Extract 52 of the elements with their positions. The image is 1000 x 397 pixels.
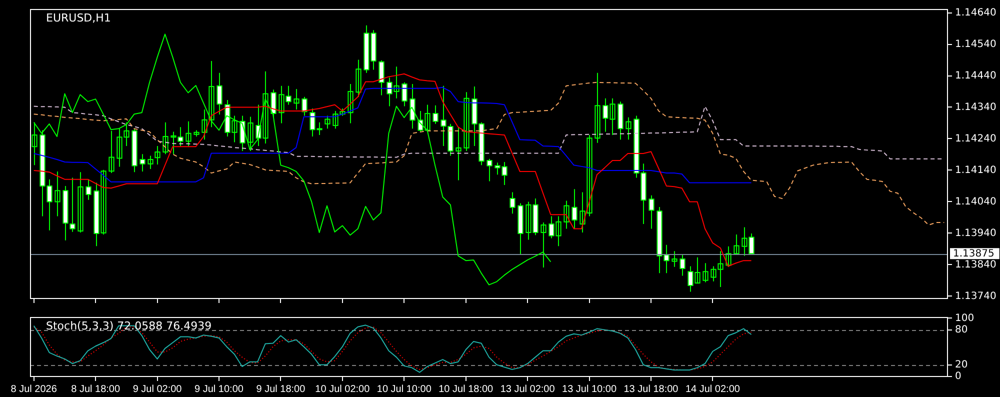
candlestick — [540, 222, 546, 268]
x-tick-label: 13 Jul 02:00 — [500, 384, 556, 395]
candlestick — [148, 155, 154, 170]
candlestick — [324, 115, 330, 130]
candlestick — [594, 72, 600, 144]
candlestick — [564, 200, 570, 230]
y-tick-label: 1.13840 — [955, 259, 996, 270]
x-tick-label: 10 Jul 18:00 — [438, 384, 494, 395]
chart-title: Stoch(5,3,3) 72.0588 76.4939 — [46, 319, 212, 332]
candlestick — [162, 122, 168, 155]
y-tick-label: 1.14240 — [955, 133, 996, 144]
candlestick — [456, 126, 462, 181]
x-tick-label: 13 Jul 18:00 — [624, 384, 679, 395]
candlestick — [626, 116, 632, 140]
x-tick-label: 9 Jul 02:00 — [132, 384, 182, 395]
y-tick-label: 1.14540 — [955, 38, 996, 50]
candlestick — [54, 170, 60, 217]
y-tick-label: 20 — [955, 359, 968, 370]
y-tick-label: 1.13940 — [955, 228, 996, 239]
y-tick-label: 80 — [955, 324, 968, 336]
candlestick — [464, 92, 470, 152]
y-tick-label: 1.14140 — [955, 164, 996, 176]
candlestick — [186, 120, 192, 146]
y-tick-label: 0 — [955, 371, 962, 382]
candlestick — [108, 130, 114, 174]
x-tick-label: 9 Jul 10:00 — [194, 384, 244, 395]
candlestick — [78, 172, 84, 234]
candlestick — [702, 262, 708, 283]
y-tick-label: 1.14640 — [955, 7, 996, 18]
y-tick-label: 1.13740 — [955, 290, 996, 302]
x-tick-label: 9 Jul 18:00 — [256, 384, 306, 395]
ref-line-label: 1.13875 — [953, 248, 994, 260]
y-tick-label: 1.14440 — [955, 70, 996, 82]
y-tick-label: 100 — [955, 312, 974, 324]
candlestick — [356, 59, 362, 98]
chart-title: EURUSD,H1 — [46, 11, 111, 24]
candlestick — [348, 83, 354, 124]
candlestick — [734, 234, 740, 256]
candlestick — [294, 88, 300, 110]
x-tick-label: 10 Jul 02:00 — [315, 384, 370, 395]
y-tick-label: 1.14040 — [955, 196, 996, 208]
candlestick — [154, 145, 160, 166]
line-series — [33, 82, 945, 226]
x-tick-label: 14 Jul 02:00 — [685, 384, 740, 395]
x-tick-label: 8 Jul 2026 — [10, 384, 58, 395]
x-tick-label: 13 Jul 10:00 — [562, 384, 617, 395]
y-tick-label: 1.14340 — [955, 102, 996, 113]
candlestick — [726, 246, 732, 268]
x-tick-label: 10 Jul 10:00 — [376, 384, 432, 395]
x-tick-label: 8 Jul 18:00 — [71, 384, 120, 395]
candlestick — [248, 116, 254, 152]
candlestick — [672, 250, 678, 268]
